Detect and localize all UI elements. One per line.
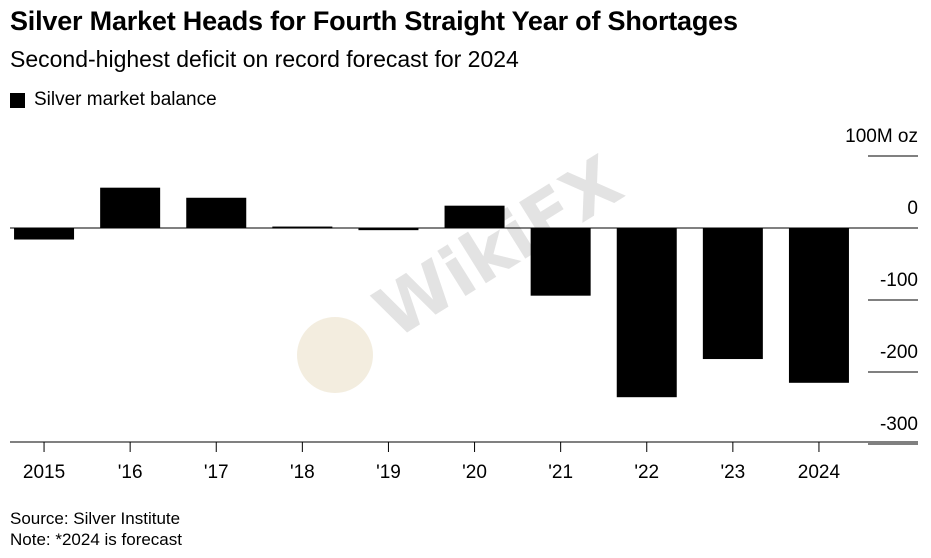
y-tick-label: 100M oz <box>845 126 918 147</box>
x-tick-label: 2024 <box>798 462 841 483</box>
y-tick-label: -100 <box>880 270 918 291</box>
watermark-text: WikiFX <box>361 140 636 354</box>
source-note: Source: Silver Institute <box>10 509 181 528</box>
bar-5 <box>444 205 505 228</box>
bar-0 <box>14 228 75 240</box>
legend: Silver market balance <box>10 88 217 112</box>
bar-7 <box>616 228 677 398</box>
x-tick-label: '23 <box>720 462 745 483</box>
footer: Source: Silver Institute Note: *2024 is … <box>10 508 182 550</box>
x-tick-label: '21 <box>548 462 573 483</box>
legend-label: Silver market balance <box>34 89 217 110</box>
x-tick-label: '17 <box>204 462 229 483</box>
legend-swatch <box>10 92 25 108</box>
x-tick-label: '18 <box>290 462 315 483</box>
watermark-logo-icon <box>297 317 373 393</box>
forecast-note: Note: *2024 is forecast <box>10 530 182 549</box>
bar-9 <box>788 228 849 383</box>
bar-1 <box>100 187 161 228</box>
y-tick-label: -300 <box>880 414 918 435</box>
y-tick-label: 0 <box>907 198 918 219</box>
x-tick-label: '16 <box>118 462 143 483</box>
x-tick-label: '20 <box>462 462 487 483</box>
x-tick-label: '19 <box>376 462 401 483</box>
x-tick-label: 2015 <box>23 462 65 483</box>
bar-4 <box>358 228 419 231</box>
bar-8 <box>702 228 763 360</box>
y-tick-label: -200 <box>880 342 918 363</box>
bar-3 <box>272 226 333 229</box>
bar-2 <box>186 197 247 228</box>
chart-title: Silver Market Heads for Fourth Straight … <box>10 6 738 36</box>
chart-subtitle: Second-highest deficit on record forecas… <box>10 46 519 72</box>
x-tick-label: '22 <box>634 462 659 483</box>
bar-6 <box>530 228 591 296</box>
bar-chart: WikiFX 100M oz 0 -100 -200 -300 2015 '16 '17 '18 '… <box>10 126 918 483</box>
